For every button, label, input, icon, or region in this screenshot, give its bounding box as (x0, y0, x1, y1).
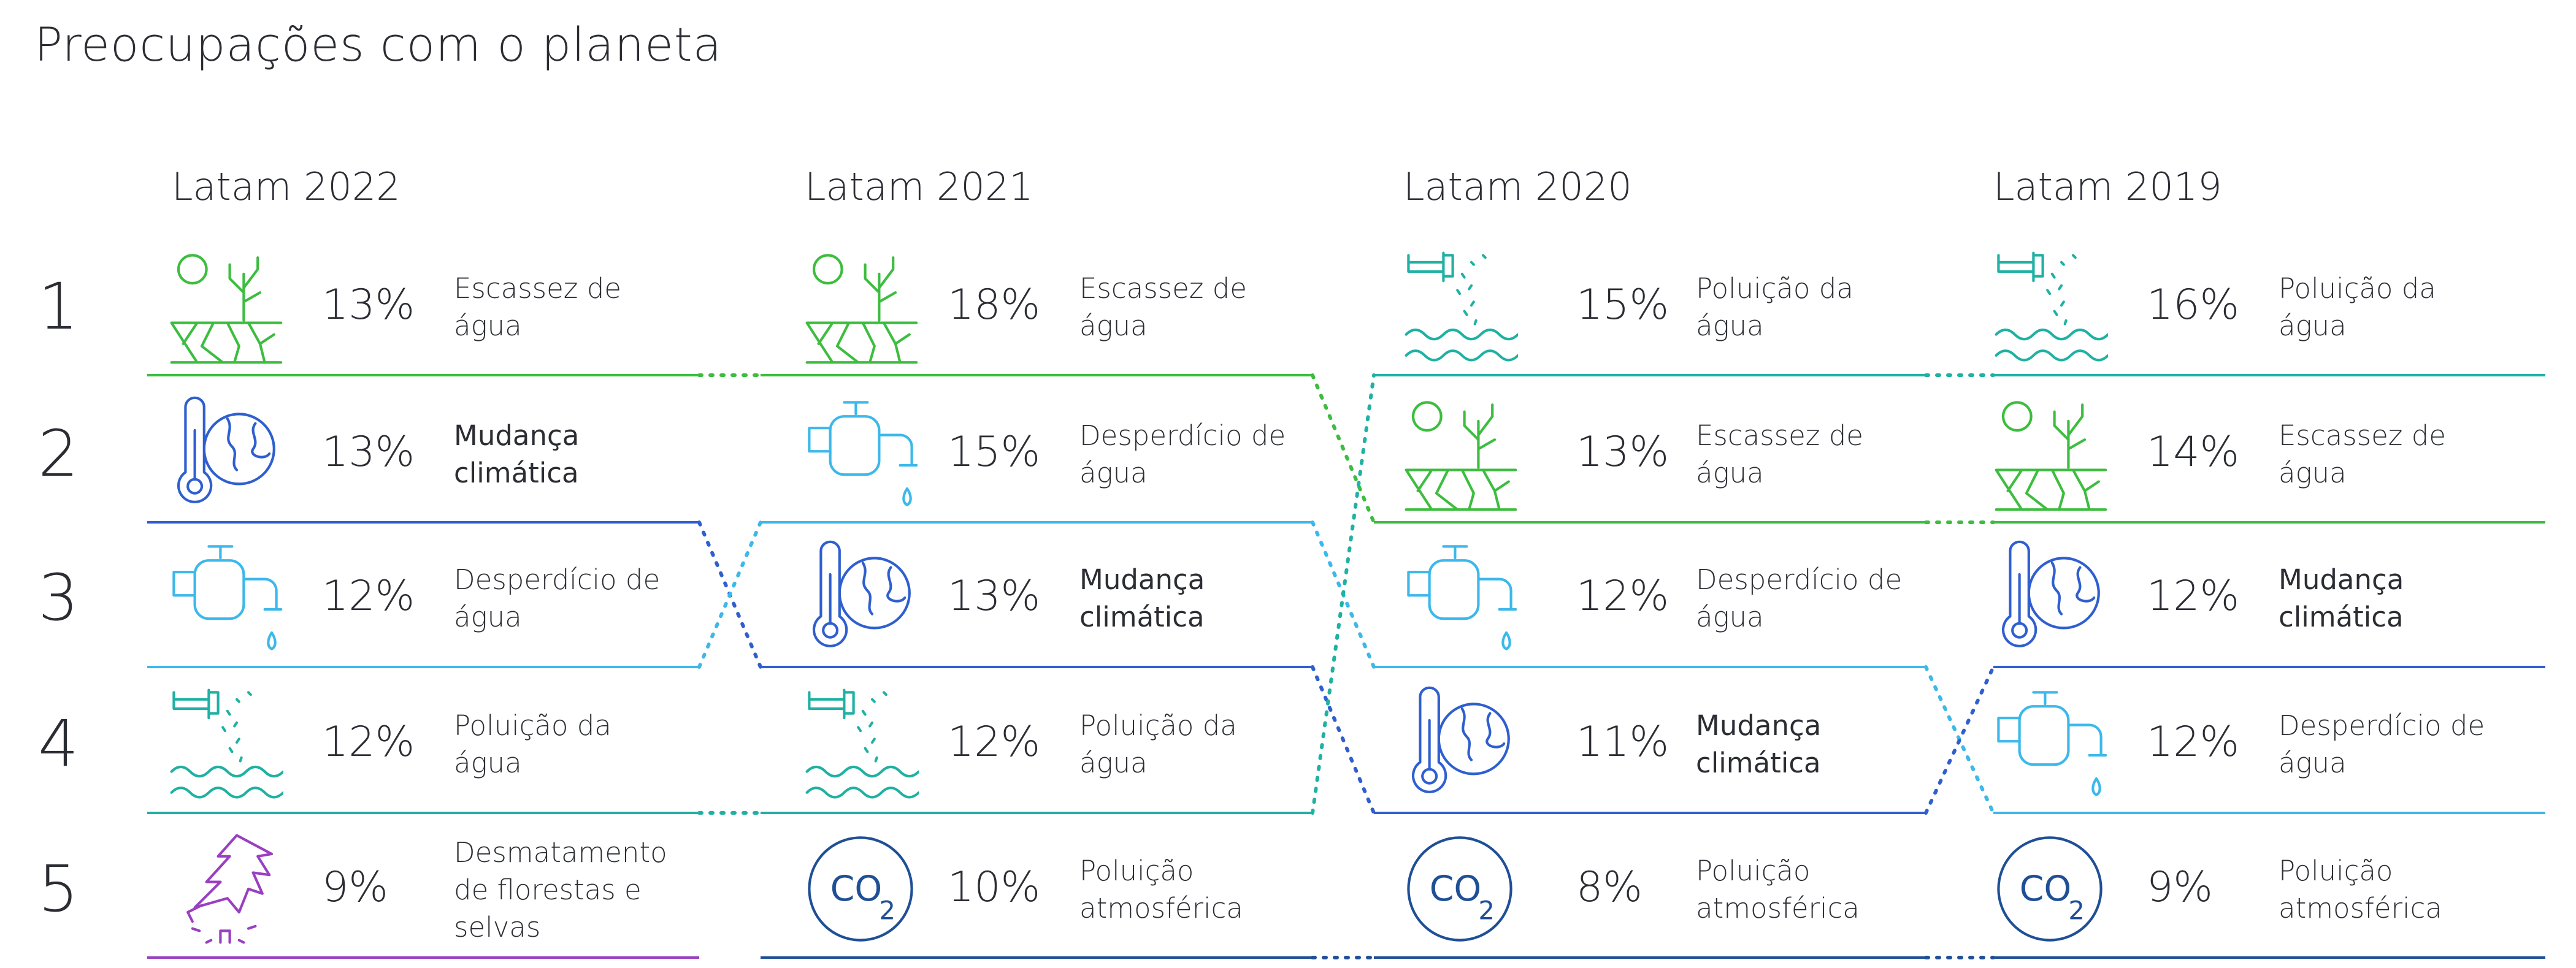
percentage-value: 15% (948, 428, 1041, 476)
concern-label: Escassez de água (454, 272, 621, 342)
concern-label: Escassez de água (1079, 272, 1247, 342)
svg-text:CO: CO (2020, 869, 2072, 909)
percentage-value: 12% (1576, 572, 1669, 620)
concern-label: Poluição atmosférica (2279, 855, 2442, 924)
percentage-value: 16% (2147, 281, 2240, 329)
polluted-water-pipe-icon (802, 685, 921, 802)
percentage-value: 9% (2147, 863, 2213, 912)
thermometer-globe-icon (1991, 539, 2108, 656)
concern-label: Escassez de água (2279, 419, 2446, 489)
concern-label: Desperdício de água (2279, 709, 2485, 779)
rank-change-connector (1924, 665, 1995, 815)
percentage-value: 14% (2147, 428, 2240, 476)
percentage-value: 13% (322, 281, 415, 329)
percentage-value: 12% (2147, 718, 2240, 766)
svg-text:2: 2 (2068, 895, 2085, 925)
co2-icon: CO 2 (1401, 831, 1518, 947)
concern-label: Mudança climática (1079, 563, 1205, 633)
percentage-value: 9% (322, 863, 388, 912)
percentage-value: 18% (948, 281, 1041, 329)
svg-text:CO: CO (1430, 869, 1482, 909)
percentage-value: 15% (1576, 281, 1669, 329)
column-header-1: Latam 2021 (805, 164, 1033, 209)
concern-label: Poluição da água (1079, 709, 1237, 779)
thermometer-globe-icon (1401, 685, 1518, 802)
rank-number: 4 (38, 706, 79, 781)
percentage-value: 13% (948, 572, 1041, 620)
percentage-value: 13% (1576, 428, 1669, 476)
concern-label: Poluição da água (1696, 272, 1853, 342)
polluted-water-pipe-icon (1401, 248, 1520, 365)
concern-label: Poluição atmosférica (1696, 855, 1860, 924)
polluted-water-pipe-icon (167, 685, 285, 802)
percentage-value: 12% (2147, 572, 2240, 620)
rank-change-connector (1311, 373, 1376, 524)
concern-label: Mudança climática (2279, 563, 2404, 633)
percentage-value: 10% (948, 863, 1041, 912)
co2-icon: CO 2 (802, 831, 919, 947)
percentage-value: 13% (322, 428, 415, 476)
rank-number: 1 (38, 269, 79, 344)
column-header-0: Latam 2022 (172, 164, 401, 209)
cut-tree-icon (167, 831, 283, 947)
rank-number: 2 (38, 416, 79, 491)
column-header-3: Latam 2019 (1993, 164, 2222, 209)
rank-change-connector (1311, 373, 1376, 815)
concern-label: Desperdício de água (454, 563, 661, 633)
concern-label: Escassez de água (1696, 419, 1863, 489)
column-header-2: Latam 2020 (1403, 164, 1632, 209)
dry-land-tree-icon (802, 248, 919, 365)
co2-icon: CO 2 (1991, 831, 2108, 947)
dripping-faucet-icon (802, 395, 919, 512)
concern-label: Mudança climática (1696, 709, 1822, 779)
percentage-value: 12% (322, 718, 415, 766)
svg-text:2: 2 (1478, 895, 1495, 925)
concern-label: Poluição da água (2279, 272, 2436, 342)
concern-label: Desperdício de água (1079, 419, 1286, 489)
svg-text:2: 2 (879, 895, 895, 925)
rank-change-connector (1311, 665, 1376, 815)
rank-number: 5 (38, 852, 79, 926)
percentage-value: 8% (1576, 863, 1643, 912)
rank-number: 3 (38, 560, 79, 635)
chart-title: Preocupações com o planeta (34, 17, 723, 72)
concern-label: Desperdício de água (1696, 563, 1903, 633)
dry-land-tree-icon (1401, 395, 1518, 512)
dripping-faucet-icon (167, 539, 283, 656)
concern-label: Desmatamento de florestas e selvas (454, 836, 667, 943)
percentage-value: 11% (1576, 718, 1669, 766)
dripping-faucet-icon (1401, 539, 1518, 656)
thermometer-globe-icon (167, 395, 283, 512)
concern-label: Mudança climática (454, 419, 580, 489)
percentage-value: 12% (322, 572, 415, 620)
concern-label: Poluição da água (454, 709, 611, 779)
dry-land-tree-icon (167, 248, 283, 365)
thermometer-globe-icon (802, 539, 919, 656)
dripping-faucet-icon (1991, 685, 2108, 802)
svg-text:CO: CO (830, 869, 883, 909)
concern-label: Poluição atmosférica (1079, 855, 1243, 924)
rank-change-connector (697, 520, 762, 669)
percentage-value: 12% (948, 718, 1041, 766)
dry-land-tree-icon (1991, 395, 2108, 512)
polluted-water-pipe-icon (1991, 248, 2110, 365)
